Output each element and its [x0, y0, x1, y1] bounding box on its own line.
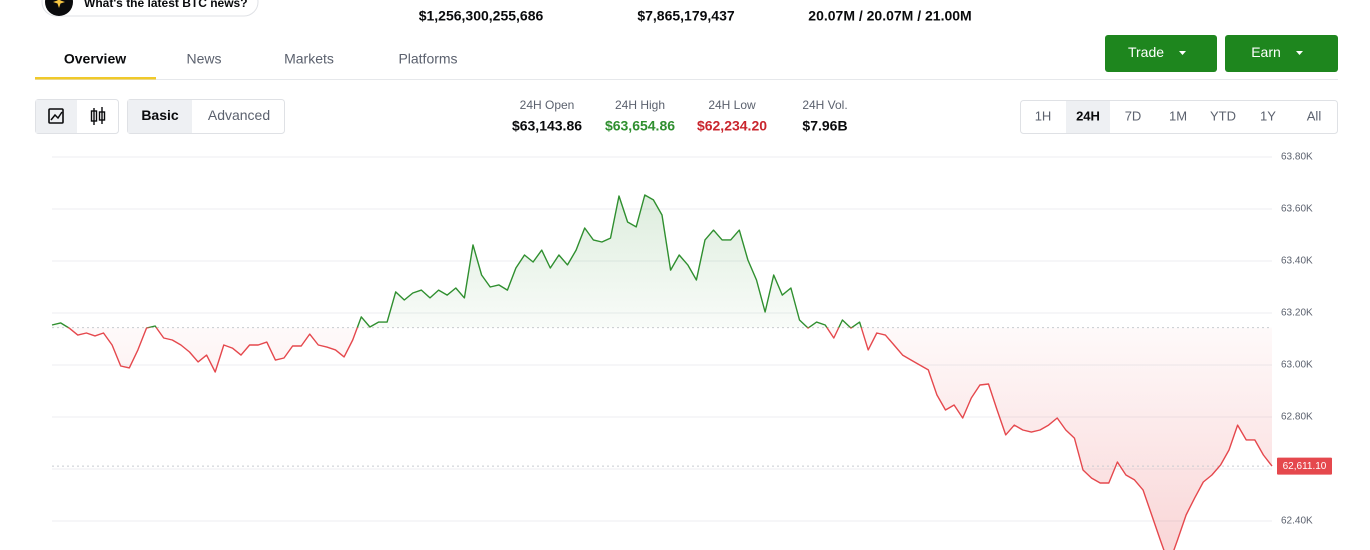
candle-icon[interactable] [90, 107, 106, 125]
price-chart: 63.80K63.60K63.40K63.20K63.00K62.80K62.6… [51, 152, 1332, 550]
mode-basic[interactable]: Basic [141, 107, 179, 123]
line-icon [50, 111, 63, 121]
news-text[interactable]: What's the latest BTC news? [84, 0, 248, 10]
supply: 20.07M / 20.07M / 21.00M [808, 8, 971, 24]
range-option[interactable]: 1H [1035, 108, 1052, 123]
line-icon [48, 108, 64, 124]
last-price-tag [1277, 457, 1332, 475]
caret [1179, 51, 1186, 55]
stat-label: 24H Vol. [802, 98, 847, 112]
stat-value: $63,654.86 [605, 118, 675, 134]
tab[interactable]: News [186, 51, 221, 67]
range-option[interactable]: 1Y [1260, 108, 1276, 123]
earn-button[interactable] [1225, 35, 1338, 72]
active-range-bg [1066, 101, 1110, 133]
trade-label[interactable]: Trade [1128, 44, 1164, 60]
range-option[interactable]: All [1307, 108, 1322, 123]
range-option[interactable]: 7D [1125, 108, 1142, 123]
stat-value: $7.96B [802, 118, 847, 134]
y-tick-label: 63.40K [1281, 256, 1313, 267]
mode-advanced[interactable]: Advanced [208, 107, 270, 123]
y-tick-label: 63.20K [1281, 308, 1313, 319]
news-pill[interactable] [41, 0, 259, 17]
y-tick-label: 62.80K [1281, 412, 1313, 423]
stat-label: 24H High [615, 98, 665, 112]
caret [1296, 51, 1303, 55]
tab[interactable]: Markets [284, 51, 334, 67]
active-mode-bg [128, 100, 192, 133]
tab[interactable]: Overview [64, 51, 126, 67]
y-tick-label: 63.00K [1281, 360, 1313, 371]
stat-label: 24H Low [708, 98, 756, 112]
range-option[interactable]: 1M [1169, 108, 1187, 123]
stat-value: $62,234.20 [697, 118, 767, 134]
y-tick-label: 63.60K [1281, 204, 1313, 215]
stat-value: $63,143.86 [512, 118, 582, 134]
range-option[interactable]: YTD [1210, 108, 1236, 123]
y-tick-label: 63.80K [1281, 152, 1313, 163]
market-cap: $1,256,300,255,686 [419, 8, 544, 24]
y-tick-label: 62.40K [1281, 516, 1313, 527]
stat-label: 24H Open [520, 98, 575, 112]
volume: $7,865,179,437 [637, 8, 735, 24]
price-line [51, 194, 1273, 550]
price-area [52, 195, 1272, 550]
trade-button[interactable] [1105, 35, 1217, 72]
earn-label[interactable]: Earn [1251, 44, 1281, 60]
last-price-label: 62,611.10 [1283, 461, 1327, 472]
tab-underline [35, 77, 156, 80]
range-option[interactable]: 24H [1076, 108, 1100, 123]
tab[interactable]: Platforms [398, 51, 457, 67]
sparkle [53, 0, 65, 8]
